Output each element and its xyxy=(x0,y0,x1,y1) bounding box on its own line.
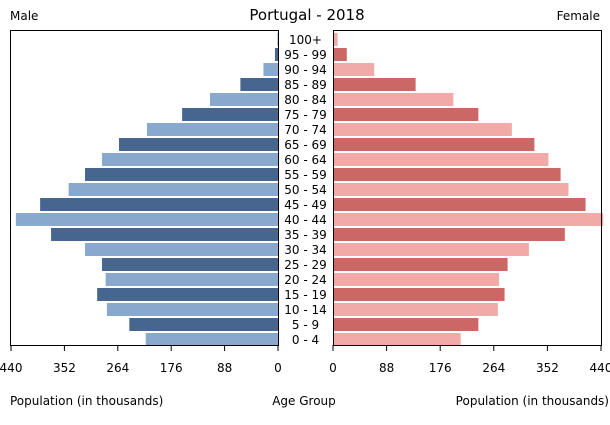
male-tick-label: 264 xyxy=(106,361,129,375)
age-group-label: 85 - 89 xyxy=(284,78,327,92)
female-bar xyxy=(334,333,461,346)
male-bar xyxy=(277,33,278,46)
male-bar xyxy=(129,318,278,331)
male-bar xyxy=(145,333,278,346)
age-group-label: 0 - 4 xyxy=(292,333,319,347)
age-group-label: 55 - 59 xyxy=(284,168,327,182)
female-bar xyxy=(334,273,500,286)
age-group-label: 100+ xyxy=(289,33,322,47)
female-tick-label: 352 xyxy=(536,361,559,375)
age-group-label: 65 - 69 xyxy=(284,138,327,152)
male-tick-label: 176 xyxy=(160,361,183,375)
male-plot-frame xyxy=(10,30,279,346)
female-bar xyxy=(334,33,338,46)
male-bar xyxy=(51,228,278,241)
male-bar xyxy=(97,288,278,301)
age-group-label: 50 - 54 xyxy=(284,183,327,197)
age-group-label: 95 - 99 xyxy=(284,48,327,62)
male-tick-label: 352 xyxy=(53,361,76,375)
female-plot-frame xyxy=(333,30,602,346)
male-bar xyxy=(240,78,278,91)
female-bar xyxy=(334,168,561,181)
age-group-label: 80 - 84 xyxy=(284,93,327,107)
male-bar xyxy=(40,198,278,211)
female-side-label: Female xyxy=(557,9,600,23)
age-group-label: 35 - 39 xyxy=(284,228,327,242)
female-bars xyxy=(334,33,604,346)
female-bar xyxy=(334,318,479,331)
male-tick-label: 440 xyxy=(0,361,22,375)
female-bar xyxy=(334,243,529,256)
male-bar xyxy=(182,108,278,121)
male-bar xyxy=(106,303,278,316)
age-group-axis-label: Age Group xyxy=(272,394,336,408)
male-bar xyxy=(210,93,278,106)
age-group-label: 30 - 34 xyxy=(284,243,327,257)
female-bar xyxy=(334,63,375,76)
chart-title: Portugal - 2018 xyxy=(249,6,364,24)
male-bars xyxy=(15,33,278,346)
female-bar xyxy=(334,138,535,151)
male-tick-label: 88 xyxy=(217,361,232,375)
age-group-label: 45 - 49 xyxy=(284,198,327,212)
male-bar xyxy=(119,138,278,151)
male-x-axis: 440 352 264 176 88 0 xyxy=(0,345,282,375)
female-bar xyxy=(334,108,479,121)
male-bar xyxy=(102,258,278,271)
age-group-label: 70 - 74 xyxy=(284,123,327,137)
female-tick-label: 0 xyxy=(329,361,337,375)
female-tick-label: 264 xyxy=(482,361,505,375)
age-group-label: 20 - 24 xyxy=(284,273,327,287)
female-bar xyxy=(334,228,565,241)
age-group-label: 75 - 79 xyxy=(284,108,327,122)
male-bar xyxy=(15,213,278,226)
female-bar xyxy=(334,198,586,211)
male-bar xyxy=(274,48,278,61)
male-bar xyxy=(263,63,278,76)
female-bar xyxy=(334,153,549,166)
male-bar xyxy=(85,168,278,181)
age-group-label: 5 - 9 xyxy=(292,318,319,332)
female-bar xyxy=(334,93,454,106)
male-bar xyxy=(85,243,278,256)
male-x-axis-label: Population (in thousands) xyxy=(10,394,163,408)
female-bar xyxy=(334,288,505,301)
female-tick-label: 176 xyxy=(429,361,452,375)
male-bar xyxy=(105,273,278,286)
male-bar xyxy=(102,153,278,166)
age-group-label: 25 - 29 xyxy=(284,258,327,272)
female-bar xyxy=(334,258,508,271)
age-group-label: 90 - 94 xyxy=(284,63,327,77)
age-group-label: 40 - 44 xyxy=(284,213,327,227)
female-bar xyxy=(334,303,498,316)
male-bar xyxy=(146,123,278,136)
age-group-label: 10 - 14 xyxy=(284,303,327,317)
male-side-label: Male xyxy=(10,9,38,23)
female-bar xyxy=(334,48,347,61)
female-bar xyxy=(334,78,416,91)
female-x-axis-label: Population (in thousands) xyxy=(456,394,609,408)
female-bar xyxy=(334,123,512,136)
age-group-label: 15 - 19 xyxy=(284,288,327,302)
female-tick-label: 440 xyxy=(590,361,610,375)
female-bar xyxy=(334,213,604,226)
age-group-label: 60 - 64 xyxy=(284,153,327,167)
female-bar xyxy=(334,183,569,196)
female-tick-label: 88 xyxy=(379,361,394,375)
female-x-axis: 0 88 176 264 352 440 xyxy=(329,345,610,375)
male-bar xyxy=(68,183,278,196)
male-tick-label: 0 xyxy=(274,361,282,375)
